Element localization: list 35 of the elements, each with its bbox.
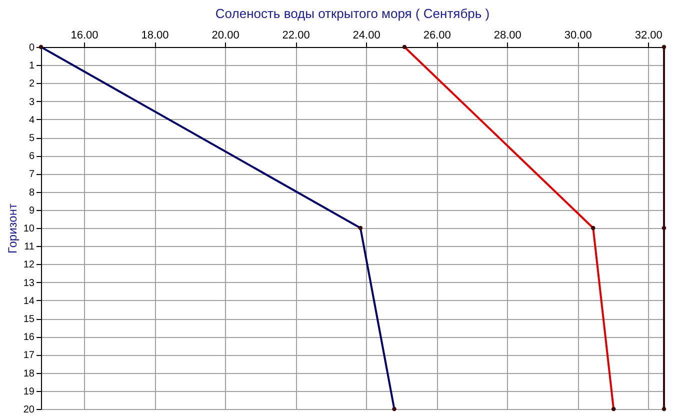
y-tick-label: 2 — [28, 78, 35, 90]
y-tick-label: 20 — [23, 404, 35, 416]
y-tick-label: 8 — [28, 187, 35, 198]
y-tick-label: 7 — [28, 169, 35, 180]
y-tick-label: 13 — [23, 278, 35, 289]
y-tick-label: 18 — [23, 368, 35, 380]
x-tick-label: 18.00 — [141, 30, 169, 42]
y-tick-label: 16 — [23, 332, 35, 344]
x-tick-label: 20.00 — [212, 30, 240, 42]
point — [662, 226, 666, 230]
y-tick-label: 9 — [28, 205, 35, 216]
chart-title: Соленость воды открытого моря ( Сентябрь ) — [215, 6, 490, 21]
y-tick-label: 3 — [28, 96, 35, 108]
y-tick-label: 14 — [23, 296, 35, 307]
y-tick-label: 0 — [28, 42, 35, 54]
y-tick-label: 11 — [24, 242, 35, 253]
y-tick-label: 4 — [28, 114, 35, 126]
y-tick-label: 10 — [23, 224, 35, 234]
x-tick-label: 30.00 — [564, 30, 592, 42]
x-tick-label: 24.00 — [352, 30, 380, 42]
point — [662, 406, 666, 412]
x-tick-label: 32.00 — [634, 30, 662, 42]
y-axis-title: Горизонт — [5, 203, 20, 254]
x-tick-label: 16.00 — [70, 30, 98, 42]
point — [662, 44, 666, 50]
y-tick-label: 17 — [23, 350, 35, 362]
x-tick-label: 26.00 — [423, 30, 451, 42]
y-tick-label: 15 — [23, 314, 35, 325]
y-tick-label: 12 — [23, 260, 35, 271]
y-tick-label: 19 — [23, 386, 35, 398]
x-tick-label: 22.00 — [282, 30, 310, 42]
y-tick-label: 6 — [28, 151, 35, 162]
y-tick-label: 5 — [28, 133, 35, 144]
y-tick-label: 1 — [28, 60, 35, 72]
x-tick-label: 28.00 — [494, 30, 522, 42]
